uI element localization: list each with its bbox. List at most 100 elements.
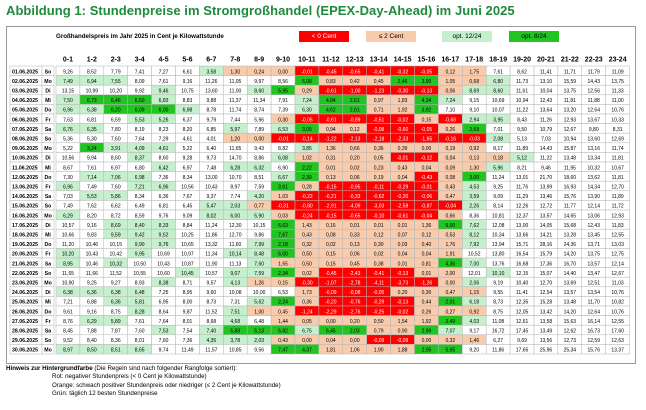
cell-value: 9,56 <box>254 348 264 354</box>
cell-value: 10,56 <box>62 156 75 162</box>
weekday-label: Sa <box>45 194 51 200</box>
cell-value: 2,61 <box>350 98 360 104</box>
cell-value: 13,56 <box>540 338 553 344</box>
cell-value: -0,65 <box>349 69 361 75</box>
weekday-label: Fr <box>45 252 50 258</box>
cell-value: 11,76 <box>516 185 528 191</box>
cell-value: 2,24 <box>278 300 288 306</box>
cell-value: 1,92 <box>422 319 432 325</box>
hour-label: 3-4 <box>135 57 145 64</box>
cell-value: 7,61 <box>159 79 169 85</box>
cell-value: 11,34 <box>253 98 265 104</box>
cell-value: 7,61 <box>493 69 503 75</box>
cell-value: 11,26 <box>205 79 217 85</box>
date-label: 22.06.2025 <box>12 271 38 277</box>
cell-value: 7,24 <box>302 98 312 104</box>
cell-value: 11,00 <box>612 98 624 104</box>
cell-value: 8,33 <box>159 223 169 229</box>
cell-value: 5,96 <box>254 117 264 123</box>
cell-value: 16,72 <box>492 329 505 335</box>
date-label: 21.06.2025 <box>12 261 38 267</box>
cell-value: 15,07 <box>540 271 553 277</box>
weekday-label: Mo <box>44 79 52 85</box>
cell-value: 1,90 <box>374 348 384 354</box>
cell-value: 11,24 <box>492 175 504 181</box>
cell-value: -0,41 <box>373 69 385 75</box>
weekday-label: Mo <box>44 213 52 219</box>
cell-value: 10,79 <box>540 127 553 133</box>
cell-value: 0,19 <box>374 175 384 181</box>
weekday-label: Mi <box>45 165 51 171</box>
cell-value: -0,89 <box>349 117 361 123</box>
cell-value: 11,37 <box>229 98 241 104</box>
cell-value: 8,68 <box>206 319 216 325</box>
cell-value: 1,05 <box>445 79 455 85</box>
page-title: Abbildung 1: Stundenpreise im Stromgroßh… <box>6 3 515 18</box>
cell-value: 7,21 <box>63 300 73 306</box>
date-label: 27.06.2025 <box>12 319 38 325</box>
cell-value: 9,90 <box>135 242 145 248</box>
cell-value: 0,00 <box>422 338 432 344</box>
cell-value: 6,96 <box>159 185 169 191</box>
cell-value: 11,41 <box>516 290 528 296</box>
cell-value: -0,61 <box>397 213 409 219</box>
cell-value: 13,64 <box>540 108 553 114</box>
date-label: 30.06.2025 <box>12 348 38 354</box>
cell-value: 13,60 <box>587 137 600 143</box>
cell-value: 10,70 <box>229 175 242 181</box>
cell-value: 4,13 <box>230 281 240 287</box>
cell-value: -1,65 <box>421 137 433 143</box>
cell-value: 0,00 <box>326 319 336 325</box>
cell-value: 9,76 <box>159 242 169 248</box>
weekday-label: Fr <box>45 117 50 123</box>
cell-value: 6,83 <box>159 98 169 104</box>
cell-value: 13,20 <box>564 108 577 114</box>
cell-value: 5,13 <box>517 137 527 143</box>
cell-value: 0,45 <box>374 79 384 85</box>
cell-value: -0,45 <box>325 69 337 75</box>
cell-value: 11,88 <box>588 98 600 104</box>
cell-value: 0,29 <box>302 89 312 95</box>
cell-value: 7,21 <box>135 185 145 191</box>
cell-value: -0,31 <box>277 204 289 210</box>
hour-label: 5-6 <box>182 57 192 64</box>
cell-value: 5,47 <box>206 204 216 210</box>
hour-label: 7-8 <box>230 57 240 64</box>
cell-value: 7,62 <box>469 223 479 229</box>
cell-value: 13,69 <box>564 281 577 287</box>
hour-label: 8-9 <box>254 57 264 64</box>
cell-value: -0,05 <box>421 127 433 133</box>
cell-value: 14,43 <box>587 79 600 85</box>
cell-value: 5,82 <box>278 329 288 335</box>
cell-value: -0,29 <box>397 185 409 191</box>
cell-value: 11,22 <box>516 108 528 114</box>
cell-value: 0,15 <box>326 261 336 267</box>
weekday-label: Mi <box>45 300 51 306</box>
cell-value: 4,62 <box>326 108 336 114</box>
cell-value: 10,43 <box>157 261 170 267</box>
cell-value: 5,30 <box>87 137 97 143</box>
cell-value: 6,45 <box>183 204 193 210</box>
cell-value: 9,25 <box>493 185 503 191</box>
cell-value: 0,01 <box>374 223 384 229</box>
cell-value: 0,42 <box>350 79 360 85</box>
cell-value: -0,33 <box>349 194 361 200</box>
cell-value: -0,06 <box>421 194 433 200</box>
cell-value: 9,74 <box>159 348 169 354</box>
cell-value: 15,68 <box>564 223 577 229</box>
cell-value: 6,85 <box>206 127 216 133</box>
cell-value: 2,34 <box>278 271 288 277</box>
cell-value: 0,04 <box>445 156 455 162</box>
cell-value: 6,96 <box>63 185 73 191</box>
cell-value: 7,67 <box>183 194 193 200</box>
cell-value: 0,77 <box>254 204 264 210</box>
cell-value: 6,08 <box>278 156 288 162</box>
cell-value: 0,01 <box>398 261 408 267</box>
cell-value: 0,13 <box>350 242 360 248</box>
cell-value: 8,64 <box>159 309 169 315</box>
cell-value: -0,41 <box>373 271 385 277</box>
cell-value: -4,09 <box>349 204 361 210</box>
cell-value: 0,53 <box>445 233 455 239</box>
cell-value: 8,60 <box>493 89 503 95</box>
cell-value: 7,10 <box>445 108 455 114</box>
